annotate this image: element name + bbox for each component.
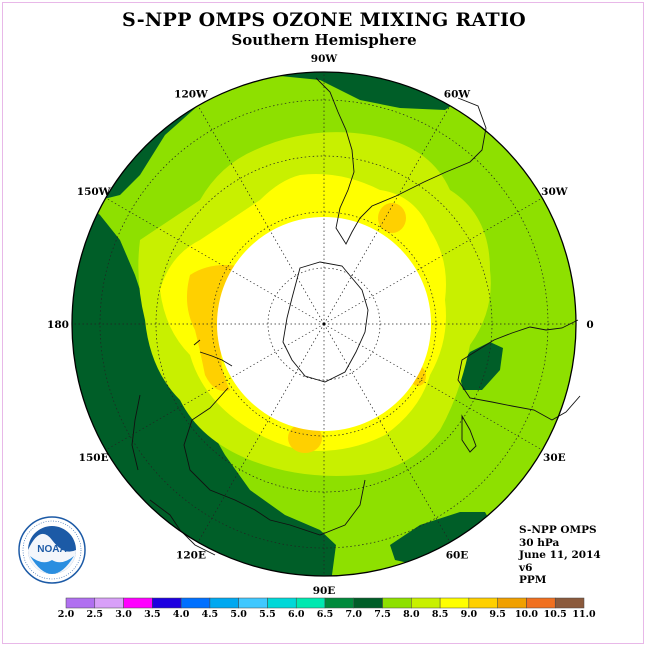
colorbar-swatch [526, 597, 556, 609]
colorbar-tick-label: 3.0 [115, 609, 132, 620]
map-subtitle: Southern Hemisphere [231, 31, 417, 49]
australia-coast [183, 387, 366, 536]
longitude-label: 0 [586, 319, 593, 331]
instrument-label: S-NPP OMPS [519, 524, 597, 536]
colorbar-tick-label: 7.5 [374, 609, 391, 620]
africa-coast [457, 319, 581, 421]
madagascar-coast [461, 414, 477, 453]
colorbar-tick-label: 8.0 [403, 609, 420, 620]
colorbar-swatch [382, 597, 412, 609]
colorbar-swatch [209, 597, 239, 609]
units-label: PPM [519, 574, 547, 586]
colorbar-tick-label: 6.0 [288, 609, 305, 620]
south-pole-marker [322, 322, 326, 326]
colorbar-tick-label: 4.0 [173, 609, 190, 620]
colorbar-tick-label: 2.5 [87, 609, 104, 620]
colorbar-swatch [468, 597, 498, 609]
antarctica-coast [282, 261, 369, 383]
colorbar-tick-label: 9.0 [461, 609, 478, 620]
colorbar-swatch [238, 597, 268, 609]
longitude-label: 30W [541, 186, 568, 198]
colorbar-swatch [554, 597, 585, 609]
longitude-label: 120E [176, 549, 206, 561]
colorbar-swatch [180, 597, 211, 609]
colorbar-tick-label: 5.5 [259, 609, 276, 620]
colorbar-swatch [411, 597, 441, 609]
colorbar-swatch [497, 597, 527, 609]
colorbar-swatch [439, 597, 470, 609]
colorbar-swatch [94, 597, 124, 609]
longitude-label: 180 [47, 319, 69, 331]
field-band-9-0-south [288, 423, 322, 453]
colorbar-tick-label: 10.5 [544, 609, 567, 620]
colorbar-tick-label: 5.0 [230, 609, 247, 620]
longitude-label: 90E [313, 585, 336, 597]
colorbar-tick-labels: 2.0 2.5 3.0 3.5 4.0 4.5 5.0 5.5 6.0 6.5 7.0 7.5 8.0 8… [58, 609, 596, 620]
longitude-label: 60W [444, 89, 471, 101]
south-america-coast [315, 77, 487, 245]
colorbar-tick-label: 9.5 [489, 609, 506, 620]
colorbar-swatch [295, 597, 326, 609]
map-border [71, 71, 577, 577]
colorbar-tick-label: 8.5 [432, 609, 449, 620]
pacific-islands-coast [131, 394, 216, 556]
field-band-9-0-north [378, 203, 406, 233]
colorbar-swatch [65, 597, 96, 609]
colorbar-swatch [353, 597, 383, 609]
longitude-label: 120W [174, 89, 208, 101]
map-title: S-NPP OMPS OZONE MIXING RATIO [121, 9, 527, 31]
longitude-label: 60E [446, 549, 469, 561]
colorbar-tick-label: 6.5 [317, 609, 334, 620]
longitude-label: 30E [543, 452, 566, 464]
colorbar-tick-label: 3.5 [144, 609, 161, 620]
colorbar-tick-label: 2.0 [58, 609, 75, 620]
noaa-logo-text: NOAA [37, 544, 66, 555]
new-zealand-coast [193, 339, 233, 367]
colorbar [65, 597, 585, 609]
colorbar-tick-label: 11.0 [572, 609, 596, 620]
colorbar-swatch [267, 597, 297, 609]
longitude-label: 150E [79, 452, 109, 464]
colorbar-tick-label: 10.0 [515, 609, 539, 620]
longitude-labels: 0 30E 60E 90E 120E 150E 180 150W 120W 90W 60W 30W [47, 53, 594, 597]
colorbar-swatch [152, 597, 182, 609]
low-region-east [458, 342, 503, 390]
coastlines [131, 77, 581, 556]
longitude-label: 90W [311, 53, 338, 65]
pressure-level: 30 hPa [519, 536, 560, 549]
date-label: June 11, 2014 [519, 549, 601, 561]
noaa-logo: NOAA [18, 516, 86, 584]
colorbar-swatch [123, 597, 153, 609]
longitude-label: 150W [77, 186, 111, 198]
version-label: v6 [519, 561, 533, 574]
colorbar-tick-label: 4.5 [202, 609, 219, 620]
product-info: S-NPP OMPS 30 hPa June 11, 2014 v6 PPM [519, 524, 601, 587]
colorbar-tick-label: 7.0 [346, 609, 363, 620]
colorbar-swatch [324, 597, 355, 609]
